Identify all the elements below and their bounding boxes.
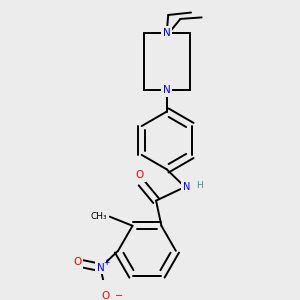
- Text: O: O: [101, 291, 109, 300]
- Text: N: N: [97, 262, 104, 272]
- Text: O: O: [73, 257, 81, 267]
- Text: CH₃: CH₃: [91, 212, 107, 221]
- Text: O: O: [136, 170, 144, 180]
- Text: N: N: [163, 28, 171, 38]
- Text: N: N: [183, 182, 190, 192]
- Text: N: N: [163, 85, 171, 95]
- Text: −: −: [115, 291, 123, 300]
- Text: H: H: [196, 181, 203, 190]
- Text: +: +: [103, 257, 109, 266]
